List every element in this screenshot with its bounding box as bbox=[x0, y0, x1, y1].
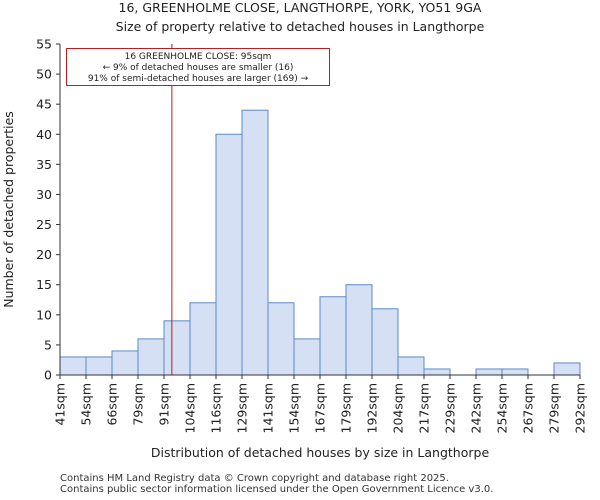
y-tick-label: 20 bbox=[36, 247, 52, 262]
y-tick-label: 50 bbox=[36, 67, 52, 82]
x-tick-label: 229sqm bbox=[443, 383, 458, 433]
annotation-box: 16 GREENHOLME CLOSE: 95sqm ← 9% of detac… bbox=[66, 48, 330, 86]
x-tick-label: 41sqm bbox=[53, 383, 68, 426]
y-tick-label: 25 bbox=[36, 217, 52, 232]
x-tick-label: 242sqm bbox=[469, 383, 484, 433]
x-tick-label: 204sqm bbox=[391, 383, 406, 433]
histogram-bar bbox=[371, 308, 399, 376]
y-tick-label: 5 bbox=[44, 337, 52, 352]
x-tick-label: 292sqm bbox=[573, 383, 588, 433]
x-tick-label: 217sqm bbox=[417, 383, 432, 433]
chart-title: 16, GREENHOLME CLOSE, LANGTHORPE, YORK, … bbox=[118, 0, 482, 15]
x-tick-label: 179sqm bbox=[339, 383, 354, 433]
x-tick-label: 116sqm bbox=[209, 383, 224, 433]
histogram-bar bbox=[423, 368, 451, 376]
histogram-bar bbox=[293, 338, 321, 376]
x-tick-label: 167sqm bbox=[313, 383, 328, 433]
x-tick-label: 192sqm bbox=[365, 383, 380, 433]
bars-group bbox=[59, 109, 581, 376]
histogram-bar bbox=[501, 368, 529, 376]
x-tick-label: 254sqm bbox=[495, 383, 510, 433]
x-tick-label: 104sqm bbox=[183, 383, 198, 433]
histogram-bar bbox=[163, 320, 191, 376]
histogram-bar bbox=[267, 302, 295, 376]
y-tick-label: 55 bbox=[36, 37, 52, 52]
x-tick-label: 267sqm bbox=[521, 383, 536, 433]
annotation-line-1: 16 GREENHOLME CLOSE: 95sqm bbox=[124, 52, 272, 62]
y-tick-label: 45 bbox=[36, 97, 52, 112]
histogram-bar bbox=[319, 296, 347, 376]
histogram-bar bbox=[59, 356, 87, 376]
y-tick-label: 0 bbox=[44, 368, 52, 383]
x-axis: 41sqm 54sqm 66sqm 79sqm 91sqm 104sqm 116sqm 129… bbox=[53, 374, 588, 433]
histogram-bar bbox=[111, 350, 139, 376]
chart-subtitle: Size of property relative to detached ho… bbox=[115, 19, 485, 34]
histogram-bar bbox=[345, 284, 373, 376]
y-tick-label: 40 bbox=[36, 127, 52, 142]
histogram-bar bbox=[475, 368, 503, 376]
histogram-bar bbox=[553, 362, 581, 376]
x-tick-label: 279sqm bbox=[547, 383, 562, 433]
y-tick-label: 35 bbox=[36, 157, 52, 172]
histogram-bar bbox=[241, 109, 269, 376]
x-tick-label: 79sqm bbox=[131, 383, 146, 426]
y-tick-label: 15 bbox=[36, 277, 52, 292]
footer-licence: Contains public sector information licen… bbox=[60, 484, 494, 495]
footer-copyright: Contains HM Land Registry data © Crown c… bbox=[60, 473, 449, 484]
y-tick-label: 30 bbox=[36, 187, 52, 202]
annotation-line-3: 91% of semi-detached houses are larger (… bbox=[87, 74, 309, 84]
x-tick-label: 129sqm bbox=[235, 383, 250, 433]
histogram-bar bbox=[85, 356, 113, 376]
x-axis-label: Distribution of detached houses by size … bbox=[151, 445, 490, 460]
histogram-bar bbox=[397, 356, 425, 376]
x-tick-label: 154sqm bbox=[287, 383, 302, 433]
x-tick-label: 54sqm bbox=[79, 383, 94, 426]
histogram-bar bbox=[137, 338, 165, 376]
y-axis-label: Number of detached properties bbox=[1, 111, 16, 308]
x-tick-label: 66sqm bbox=[105, 383, 120, 426]
x-tick-label: 141sqm bbox=[261, 383, 276, 433]
histogram-bar bbox=[189, 302, 217, 376]
histogram-bar bbox=[215, 133, 243, 376]
x-tick-label: 91sqm bbox=[157, 383, 172, 426]
annotation-line-2: ← 9% of detached houses are smaller (16) bbox=[102, 63, 294, 73]
y-axis: 0 5 10 15 20 25 30 35 40 45 50 55 bbox=[36, 37, 61, 383]
y-tick-label: 10 bbox=[36, 307, 52, 322]
